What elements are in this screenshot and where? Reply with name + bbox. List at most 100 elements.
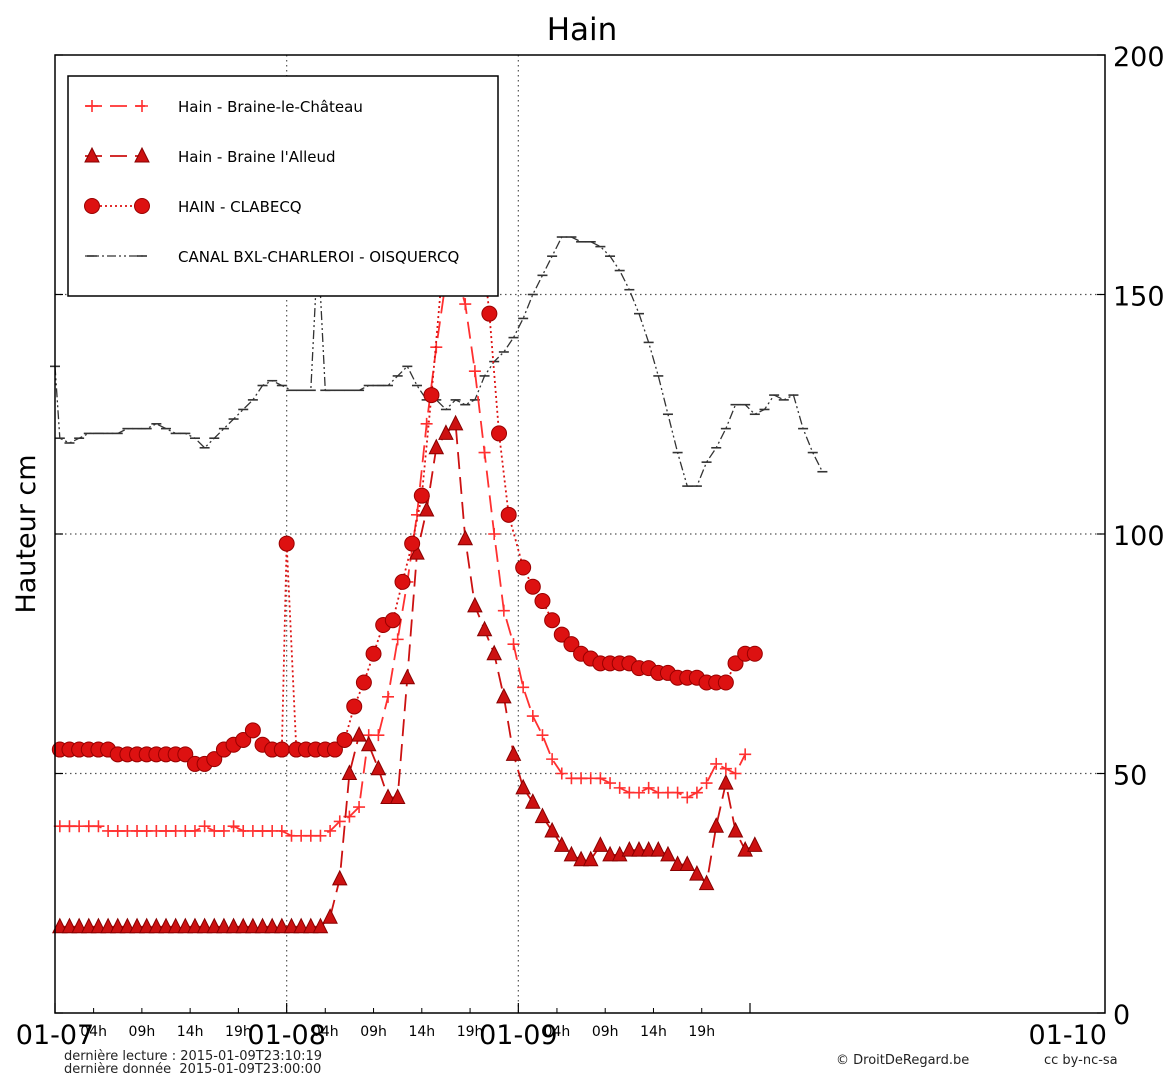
series-clabecq-point [500, 506, 517, 523]
series-braine-le-chateau-point [372, 729, 385, 742]
series-braine-lalleud-point [254, 917, 271, 934]
legend-entry-clabecq-marker [84, 198, 100, 214]
series-clabecq-point [384, 612, 401, 629]
series-braine-le-chateau-point [507, 638, 520, 651]
series-braine-lalleud-point [428, 438, 445, 455]
series-braine-lalleud-point [689, 864, 705, 881]
series-braine-lalleud-point [216, 917, 232, 934]
series-clabecq-point [524, 578, 541, 595]
x-hour-label: 09h [360, 1024, 387, 1040]
x-date-label: 01-10 [1029, 1020, 1107, 1051]
series-braine-lalleud-point [389, 788, 406, 804]
x-hour-label: 19h [457, 1024, 484, 1040]
series-braine-lalleud-point [399, 668, 416, 685]
series-braine-le-chateau-point [517, 681, 530, 694]
series-clabecq-point [404, 535, 421, 552]
series-clabecq-point [413, 487, 430, 504]
y-tick-label: 200 [1113, 42, 1165, 73]
license-text: cc by-nc-sa [1044, 1053, 1118, 1068]
series-braine-le-chateau-point [92, 820, 105, 833]
series-braine-lalleud [52, 414, 763, 934]
series-braine-le-chateau-point [681, 791, 694, 804]
series-braine-lalleud-point [187, 917, 203, 934]
series-braine-lalleud-point [293, 917, 309, 934]
series-braine-le-chateau-point [324, 824, 337, 837]
series-clabecq-point [346, 698, 363, 715]
series-braine-lalleud-point [100, 917, 116, 934]
series-braine-lalleud-point [370, 759, 387, 776]
series-braine-le-chateau-point [353, 801, 366, 814]
series-braine-le-chateau-point [275, 824, 288, 837]
legend-entry-clabecq: HAIN - CLABECQ [84, 198, 302, 216]
series-clabecq-point [727, 655, 744, 672]
series-braine-lalleud-point [206, 917, 223, 934]
series-braine-le-chateau-point [536, 729, 549, 742]
legend-entry-braine-le-chateau-marker [86, 100, 98, 112]
series-clabecq-point [394, 573, 411, 590]
series-braine-le-chateau-point [468, 365, 481, 378]
legend-entry-canal-oisquercq-label: CANAL BXL-CHARLEROI - OISQUERCQ [178, 248, 459, 266]
series-braine-lalleud-point [283, 917, 300, 934]
series-braine-le-chateau-point [546, 753, 559, 766]
series-clabecq-point [235, 731, 252, 748]
legend-entry-canal-oisquercq: CANAL BXL-CHARLEROI - OISQUERCQ [85, 248, 459, 266]
series-braine-lalleud-point [447, 414, 464, 431]
x-hour-label: 14h [408, 1024, 435, 1040]
series-group [50, 147, 828, 934]
series-braine-lalleud-point [631, 841, 647, 857]
series-braine-lalleud-point [177, 917, 194, 934]
series-braine-lalleud-point [640, 841, 657, 857]
series-braine-le-chateau-point [594, 772, 607, 785]
legend-entry-clabecq-label: HAIN - CLABECQ [178, 198, 302, 216]
series-clabecq-point [244, 722, 261, 739]
series-clabecq-point [278, 535, 295, 552]
y-tick-label: 50 [1113, 761, 1147, 792]
series-clabecq-point [563, 636, 580, 653]
x-hour-label: 09h [129, 1024, 156, 1040]
series-clabecq-point [515, 559, 532, 576]
series-braine-le-chateau-point [719, 762, 732, 775]
series-clabecq-point [273, 741, 290, 758]
x-date-label: 01-09 [479, 1020, 557, 1051]
series-braine-lalleud-point [438, 424, 454, 440]
series-braine-lalleud-point [331, 869, 348, 886]
series-braine-lalleud-point [669, 855, 686, 872]
series-braine-le-chateau-point [632, 786, 645, 799]
legend-entry-braine-lalleud-label: Hain - Braine l'Alleud [178, 148, 336, 166]
series-braine-le-chateau-point [198, 820, 211, 833]
series-braine-le-chateau-point [739, 748, 752, 761]
series-braine-lalleud-point [196, 917, 213, 934]
series-braine-lalleud-point [235, 917, 252, 934]
series-braine-lalleud-point [582, 850, 599, 867]
series-braine-lalleud-point [225, 917, 242, 934]
series-braine-le-chateau-point [710, 757, 723, 770]
series-braine-lalleud-point [418, 500, 435, 517]
series-braine-le-chateau-point [671, 786, 684, 799]
series-braine-le-chateau-point [459, 298, 472, 311]
series-braine-lalleud-point [80, 917, 97, 934]
series-clabecq-point [355, 674, 372, 691]
series-braine-le-chateau-point [488, 528, 501, 540]
series-braine-lalleud-point [515, 778, 531, 795]
series-braine-lalleud-point [534, 807, 551, 824]
series-braine-lalleud-point [90, 917, 107, 934]
x-hour-label: 04h [312, 1024, 339, 1040]
series-braine-lalleud-point [71, 917, 87, 934]
chart-title: Hain [547, 12, 618, 48]
x-hour-label: 14h [640, 1024, 667, 1040]
series-clabecq-point [544, 612, 561, 629]
series-braine-lalleud-point [351, 726, 367, 742]
series-braine-lalleud-point [476, 620, 493, 637]
series-braine-lalleud-point [109, 917, 126, 934]
series-braine-lalleud-point [360, 735, 377, 752]
series-braine-lalleud-point [679, 855, 696, 872]
series-braine-lalleud-point [650, 841, 667, 857]
series-braine-lalleud-point [158, 917, 174, 934]
series-braine-lalleud-point [245, 917, 261, 934]
legend: Hain - Braine-le-Château Hain - Braine l'… [67, 75, 499, 297]
series-braine-le-chateau-point [188, 824, 201, 837]
legend-entry-braine-lalleud-marker [134, 146, 150, 163]
x-date-label: 01-07 [16, 1020, 94, 1051]
x-hour-label: 09h [592, 1024, 619, 1040]
